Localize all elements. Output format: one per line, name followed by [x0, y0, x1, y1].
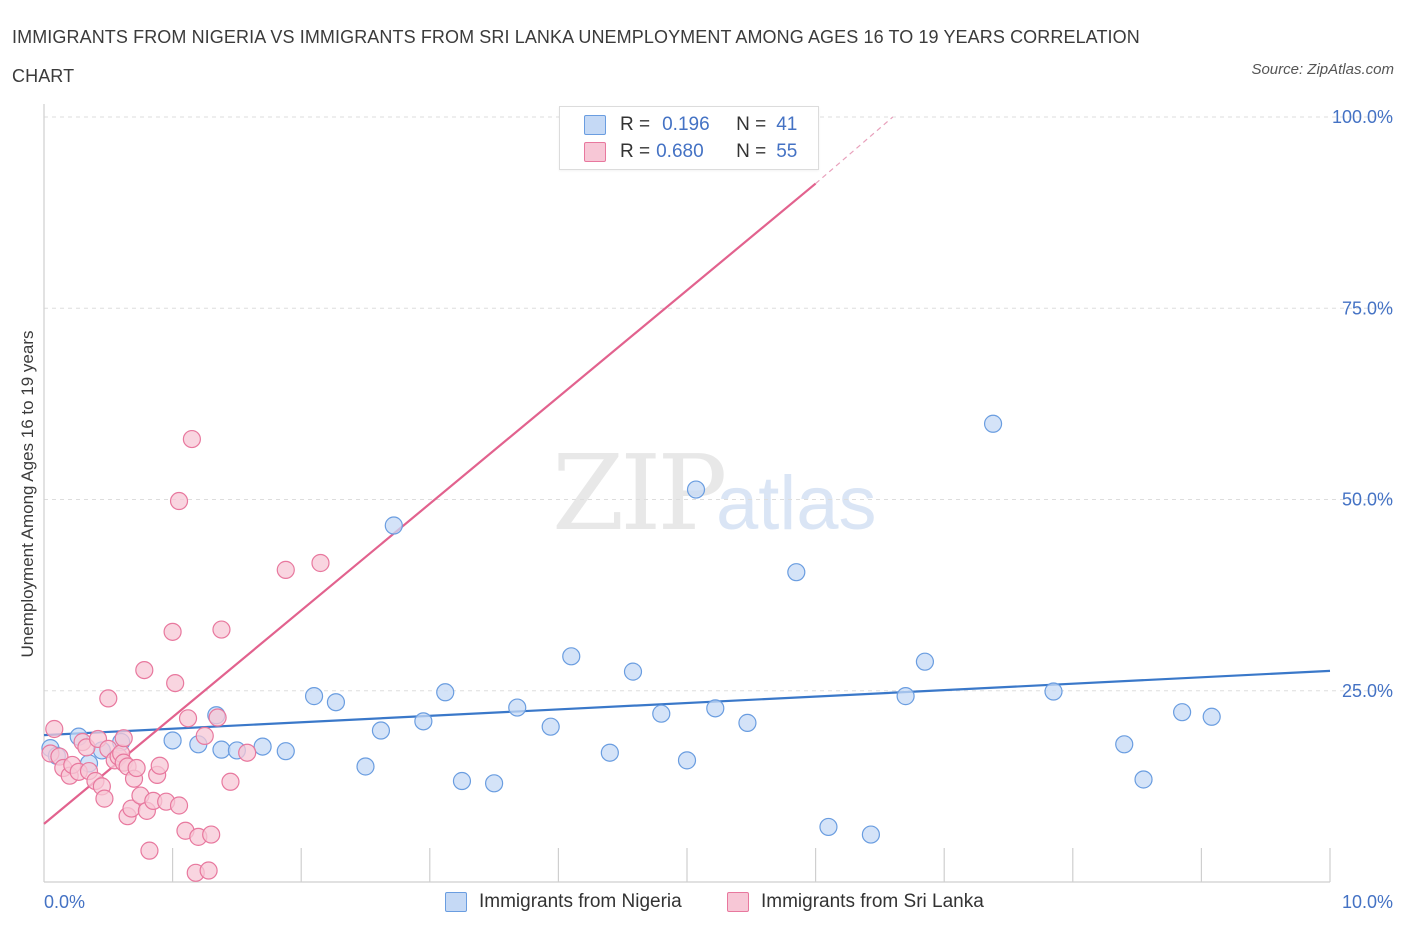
point-nigeria [1134, 770, 1153, 789]
nigeria-n-value: 41 [776, 114, 798, 135]
watermark-atlas: atlas [716, 461, 877, 546]
srilanka-n-value: 55 [776, 141, 798, 162]
point-nigeria [384, 516, 403, 535]
nigeria-r-label: R = [620, 114, 651, 135]
point-srilanka [114, 729, 133, 748]
point-nigeria [600, 743, 619, 762]
srilanka-n-label: N = [736, 141, 767, 162]
point-nigeria [915, 652, 935, 671]
point-srilanka [135, 660, 154, 680]
point-srilanka [195, 726, 214, 745]
point-nigeria [253, 737, 272, 756]
point-srilanka [238, 743, 257, 762]
y-tick-label: 100.0% [1332, 107, 1393, 127]
correlation-legend: R = 0.196 N = 41 R = 0.680 N = 55 [559, 106, 819, 170]
nigeria-swatch [584, 115, 606, 135]
point-nigeria [326, 693, 346, 712]
point-srilanka [221, 772, 240, 791]
y-tick-label: 25.0% [1342, 681, 1393, 701]
point-nigeria [436, 683, 455, 702]
point-srilanka [169, 491, 189, 511]
point-srilanka [163, 622, 182, 641]
point-nigeria [738, 713, 757, 732]
point-nigeria [562, 647, 581, 666]
srilanka-legend-swatch [727, 892, 749, 912]
point-nigeria [1115, 735, 1134, 754]
srilanka-r-value: 0.680 [656, 141, 704, 162]
data-points [41, 107, 1221, 882]
y-tick-labels: 25.0% 50.0% 75.0% 100.0% [1332, 107, 1393, 701]
chart-title: IMMIGRANTS FROM NIGERIA VS IMMIGRANTS FR… [12, 27, 1140, 86]
point-nigeria [983, 414, 1003, 433]
point-nigeria [706, 699, 725, 718]
point-srilanka [276, 560, 295, 579]
trendline-srilanka [43, 182, 817, 825]
x-tick-left: 0.0% [44, 892, 85, 912]
srilanka-legend-label: Immigrants from Sri Lanka [761, 891, 984, 912]
point-nigeria [819, 817, 838, 837]
point-srilanka [127, 758, 146, 778]
point-nigeria [371, 721, 391, 740]
point-srilanka [311, 553, 330, 573]
trendline-srilanka-extension [815, 116, 894, 185]
nigeria-legend-swatch [445, 892, 467, 912]
trendlines [43, 116, 1331, 825]
point-nigeria [414, 712, 433, 731]
point-nigeria [163, 731, 182, 750]
point-srilanka [178, 709, 198, 728]
point-srilanka [169, 796, 189, 815]
point-srilanka [150, 756, 169, 775]
point-srilanka [95, 789, 114, 808]
point-srilanka [99, 689, 118, 708]
srilanka-swatch [584, 142, 606, 162]
trendline-nigeria [43, 669, 1331, 737]
point-nigeria [485, 774, 504, 793]
point-nigeria [212, 740, 231, 759]
point-srilanka [202, 825, 221, 844]
point-srilanka [140, 841, 159, 860]
point-nigeria [304, 687, 324, 706]
legend-item-srilanka: Immigrants from Sri Lanka [727, 888, 984, 916]
nigeria-legend-label: Immigrants from Nigeria [479, 891, 682, 912]
point-nigeria [508, 698, 527, 717]
point-nigeria [1173, 703, 1192, 722]
point-nigeria [677, 751, 697, 770]
point-srilanka [182, 429, 201, 449]
source-label: Source: ZipAtlas.com [1251, 61, 1394, 78]
point-nigeria [276, 742, 295, 761]
nigeria-r-value: 0.196 [662, 114, 710, 135]
point-nigeria [541, 717, 560, 736]
grid-lines [44, 116, 1393, 692]
legend-row-nigeria: R = 0.196 N = 41 [584, 111, 797, 139]
point-srilanka [212, 620, 231, 639]
point-nigeria [1202, 707, 1221, 726]
point-nigeria [652, 704, 671, 723]
point-nigeria [356, 757, 375, 776]
point-srilanka [208, 708, 227, 727]
point-nigeria [623, 662, 643, 681]
legend-row-srilanka: R = 0.680 N = 55 [584, 138, 797, 166]
srilanka-r-label: R = [620, 141, 651, 162]
x-tick-right: 10.0% [1342, 892, 1393, 912]
point-nigeria [1044, 682, 1063, 701]
y-tick-label: 50.0% [1342, 490, 1393, 510]
point-nigeria [896, 687, 915, 706]
point-srilanka [45, 719, 64, 739]
y-tick-label: 75.0% [1342, 298, 1393, 318]
point-nigeria [452, 771, 472, 791]
point-nigeria [861, 825, 880, 844]
point-srilanka [199, 861, 218, 880]
point-nigeria [686, 480, 706, 499]
point-srilanka [166, 673, 185, 693]
point-nigeria [787, 563, 806, 582]
nigeria-n-label: N = [736, 114, 767, 135]
legend-item-nigeria: Immigrants from Nigeria [445, 888, 682, 916]
